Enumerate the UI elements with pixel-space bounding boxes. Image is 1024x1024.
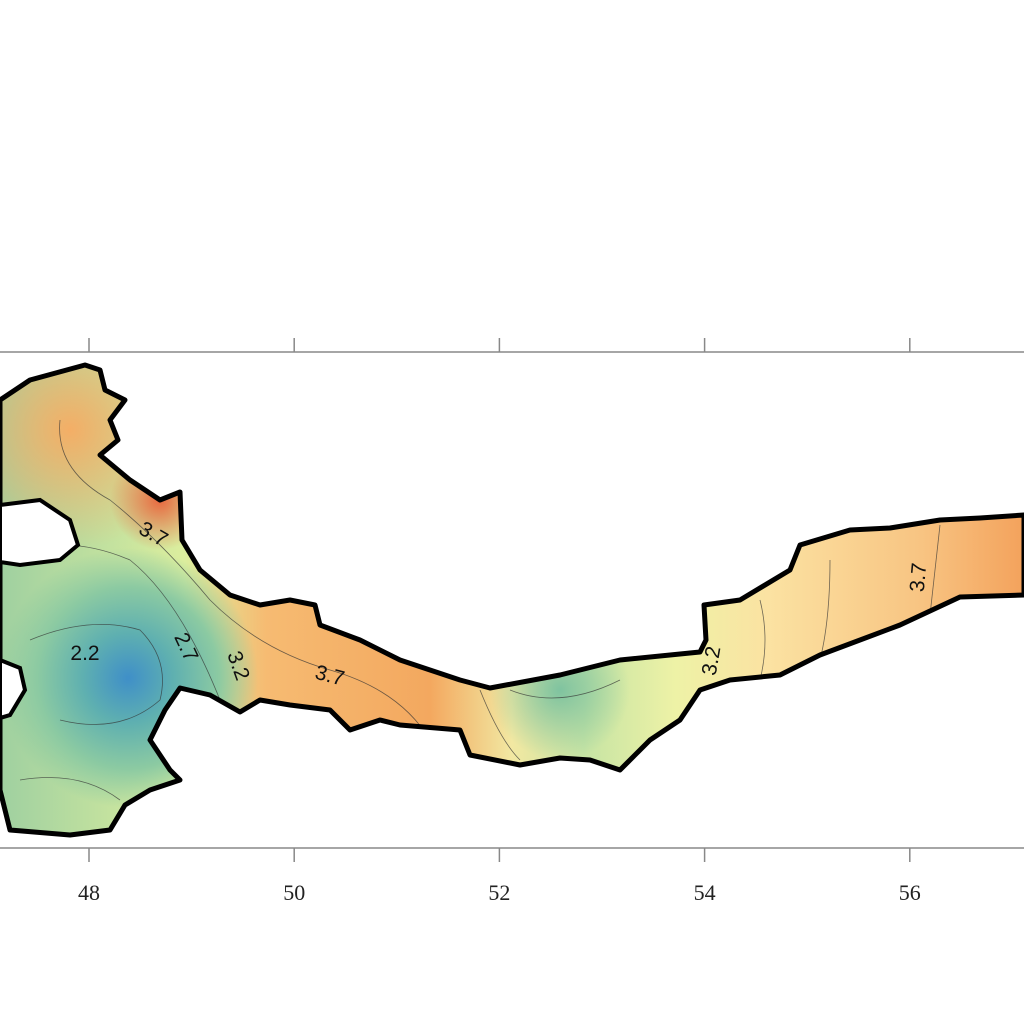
x-tick-label: 50 [283,880,305,905]
contour-label: 3.2 [698,644,726,677]
x-tick-label: 48 [78,880,100,905]
lake [0,497,81,568]
contour-line [509,679,621,699]
contour-lines [0,419,941,801]
contour-line [819,559,831,661]
contour-line [759,599,766,681]
contour-line [59,419,431,741]
inlet [0,657,28,721]
frame [0,351,1024,849]
x-tick-label: 56 [899,880,921,905]
contour-line [479,689,521,761]
surface-mid [470,620,670,760]
contour-line [929,524,941,616]
contour-line [29,623,163,725]
contour-line [19,777,121,801]
x-tick-label: 54 [694,880,716,905]
x-tick-label: 52 [488,880,510,905]
contour-label: 2.2 [70,642,99,665]
contour-label: 3.7 [906,562,931,593]
surface [0,365,1024,835]
